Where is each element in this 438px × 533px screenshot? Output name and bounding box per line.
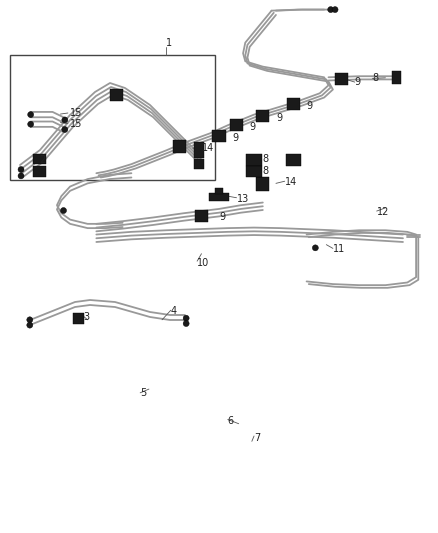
Bar [209,193,229,201]
Bar [246,166,261,177]
Circle shape [62,117,68,123]
Text: 4: 4 [171,306,177,316]
Text: 3: 3 [83,312,89,322]
Circle shape [312,245,318,251]
Text: 14: 14 [201,143,214,153]
Bar [33,154,46,164]
Bar [10,55,215,180]
Bar [33,166,46,177]
Text: 15: 15 [70,119,82,128]
Bar [215,188,223,194]
Circle shape [62,126,68,133]
Circle shape [18,166,24,173]
Text: 9: 9 [250,122,256,132]
Bar [212,130,226,142]
Circle shape [18,173,24,179]
Text: 8: 8 [263,154,269,164]
Bar [246,154,261,166]
Bar [286,154,301,166]
Bar [194,142,204,158]
Circle shape [27,317,33,323]
Text: 14: 14 [285,177,297,187]
Text: 9: 9 [355,77,361,87]
Text: 9: 9 [232,133,238,142]
Text: 6: 6 [228,416,234,426]
Bar [230,119,243,131]
Text: 2: 2 [39,155,46,165]
Circle shape [183,320,189,327]
Text: 11: 11 [333,245,345,254]
Text: 10: 10 [197,258,209,268]
Text: 5: 5 [140,388,146,398]
Bar [173,140,186,154]
Circle shape [28,111,34,118]
Circle shape [328,6,334,13]
Text: 8: 8 [372,74,378,83]
Text: 1: 1 [166,38,173,47]
Text: 9: 9 [307,101,313,111]
Circle shape [183,315,189,321]
Bar [287,98,300,110]
Text: 9: 9 [276,113,282,123]
Text: 13: 13 [237,194,249,204]
Text: 15: 15 [70,108,82,118]
Circle shape [27,322,33,328]
Bar [110,89,123,101]
Bar [195,210,208,222]
Circle shape [28,121,34,127]
Text: 9: 9 [219,213,225,222]
Circle shape [60,207,67,214]
Bar [194,159,204,169]
Bar [256,110,269,122]
Bar [392,71,401,84]
Text: 12: 12 [377,207,389,217]
Bar [74,313,84,324]
Bar [335,73,348,85]
Text: 8: 8 [263,166,269,176]
Bar [256,177,269,190]
Text: 7: 7 [254,433,260,443]
Circle shape [332,6,338,13]
